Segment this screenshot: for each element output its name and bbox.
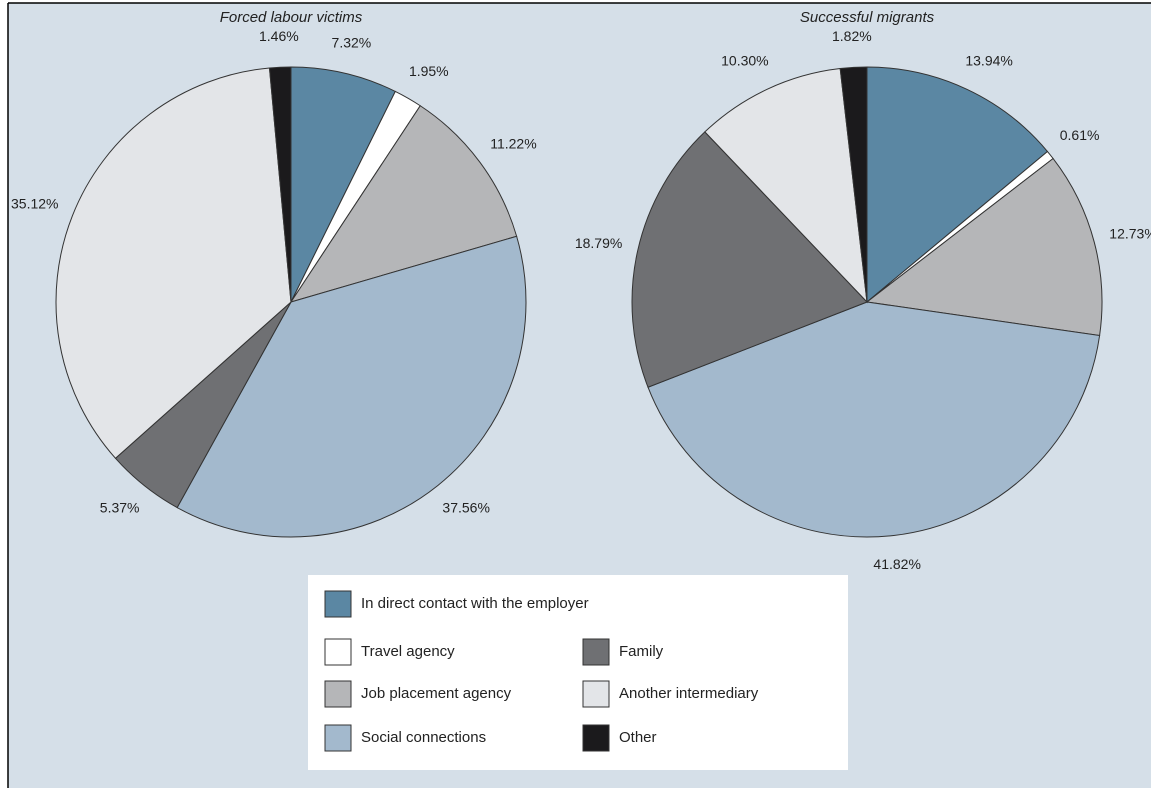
data-label: 37.56% <box>442 500 489 516</box>
pie-slice <box>268 66 292 303</box>
data-label: 0.61% <box>1060 127 1100 143</box>
legend-swatch <box>582 724 610 752</box>
legend-label: Travel agency <box>361 643 455 660</box>
legend-label: In direct contact with the employer <box>361 595 589 612</box>
legend-label: Another intermediary <box>619 685 759 702</box>
legend-label: Job placement agency <box>361 685 512 702</box>
legend-swatch <box>324 724 352 752</box>
pie-slice <box>290 66 396 303</box>
chart-title: Successful migrants <box>800 9 935 26</box>
chart-title: Forced labour victims <box>220 9 363 26</box>
pie-slice <box>704 67 868 304</box>
data-label: 1.46% <box>259 28 299 44</box>
pie-slice <box>176 235 527 538</box>
data-label: 11.22% <box>490 135 536 151</box>
legend-swatch <box>324 680 352 708</box>
data-label: 1.82% <box>832 28 872 44</box>
pie-slice <box>866 66 1049 304</box>
data-label: 18.79% <box>575 235 622 251</box>
pie-slice <box>647 301 1101 538</box>
legend-swatch <box>324 590 352 618</box>
data-label: 13.94% <box>965 53 1012 69</box>
data-label: 10.30% <box>721 53 768 69</box>
legend-swatch <box>582 680 610 708</box>
pie-slice <box>865 157 1103 337</box>
pie-slice <box>289 105 518 303</box>
data-label: 35.12% <box>11 195 58 211</box>
data-label: 7.32% <box>332 35 372 51</box>
data-label: 5.37% <box>100 500 140 516</box>
pie-slice <box>839 66 868 303</box>
legend-swatch <box>582 638 610 666</box>
legend <box>308 575 848 770</box>
pie-slice <box>631 131 868 388</box>
legend-swatch <box>324 638 352 666</box>
data-label: 12.73% <box>1109 225 1151 241</box>
data-label: 41.82% <box>873 556 920 572</box>
data-label: 1.95% <box>409 63 449 79</box>
legend-label: Other <box>619 729 657 746</box>
legend-label: Family <box>619 643 664 660</box>
legend-label: Social connections <box>361 729 486 746</box>
pie-slice <box>55 67 292 459</box>
